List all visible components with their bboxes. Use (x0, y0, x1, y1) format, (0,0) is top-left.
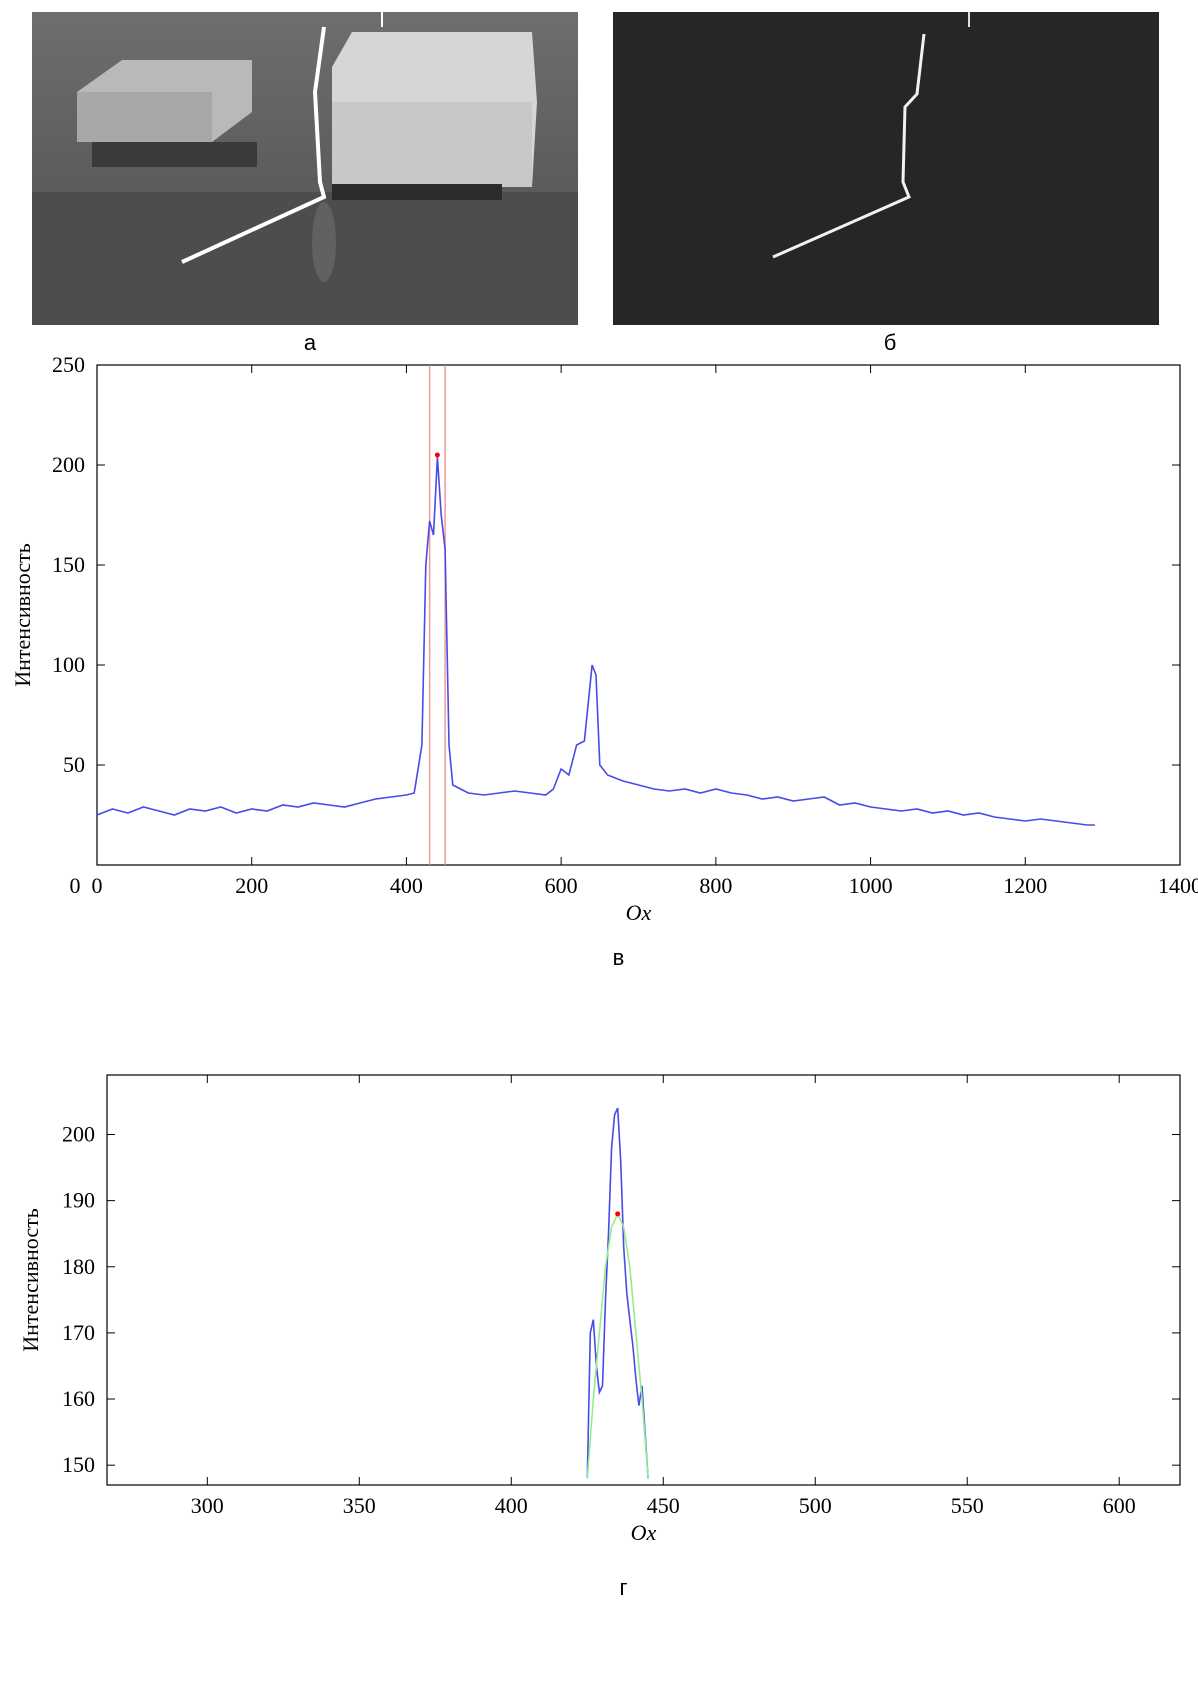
y-tick-label: 160 (62, 1386, 95, 1411)
y-tick-label: 170 (62, 1320, 95, 1345)
y-tick-label: 150 (62, 1452, 95, 1477)
x-tick-label: 500 (799, 1493, 832, 1518)
x-tick-label: 600 (545, 873, 578, 898)
photo-a (32, 12, 578, 325)
y-tick-label: 100 (52, 652, 85, 677)
photo-a-image (32, 12, 578, 325)
x-tick-label: 400 (390, 873, 423, 898)
y-tick-label: 190 (62, 1188, 95, 1213)
x-tick-label: 1400 (1158, 873, 1198, 898)
y-tick-label: 0 (70, 873, 81, 898)
x-tick-label: 550 (951, 1493, 984, 1518)
x-tick-label: 350 (343, 1493, 376, 1518)
intensity-profile-line (586, 1107, 649, 1479)
plot-frame (96, 364, 1181, 866)
y-tick-label: 200 (62, 1122, 95, 1147)
x-axis-label: Ox (631, 1520, 657, 1545)
x-tick-label: 300 (191, 1493, 224, 1518)
y-tick-label: 50 (63, 752, 85, 777)
x-tick-label: 200 (235, 873, 268, 898)
peak-marker (615, 1211, 621, 1217)
x-tick-label: 400 (495, 1493, 528, 1518)
x-tick-label: 0 (92, 873, 103, 898)
x-tick-label: 800 (699, 873, 732, 898)
panel-label-a: а (303, 330, 317, 355)
y-tick-label: 250 (52, 355, 85, 377)
x-tick-label: 600 (1103, 1493, 1136, 1518)
x-tick-label: 450 (647, 1493, 680, 1518)
chart-d: 300 350 400 450 500 550 600 150 160 170 180 190 200 O… (0, 1060, 1198, 1691)
intensity-profile-line (96, 456, 1095, 826)
plot-frame (106, 1074, 1181, 1486)
panel-label: в (613, 945, 625, 970)
x-tick-label: 1200 (1003, 873, 1047, 898)
x-axis-label: Ox (626, 900, 652, 925)
y-axis-label: Интенсивность (18, 1208, 43, 1351)
photo-b (613, 12, 1159, 325)
panel-label: г (619, 1575, 627, 1600)
chart-c-svg: 0 200 400 600 800 1000 1200 1400 50 100 150 200 250 0… (10, 355, 1198, 970)
y-tick-label: 150 (52, 552, 85, 577)
y-tick-label: 200 (52, 452, 85, 477)
x-tick-label: 1000 (849, 873, 893, 898)
photo-b-image (613, 12, 1159, 325)
y-axis-label: Интенсивность (10, 543, 35, 686)
panel-label-b: б (883, 330, 897, 355)
y-tick-label: 180 (62, 1254, 95, 1279)
chart-d-svg: 300 350 400 450 500 550 600 150 160 170 180 190 200 O… (18, 1074, 1181, 1600)
chart-c: 0 200 400 600 800 1000 1200 1400 50 100 150 200 250 0… (0, 355, 1198, 1010)
fit-curve-line (586, 1211, 649, 1479)
peak-marker (434, 452, 440, 458)
